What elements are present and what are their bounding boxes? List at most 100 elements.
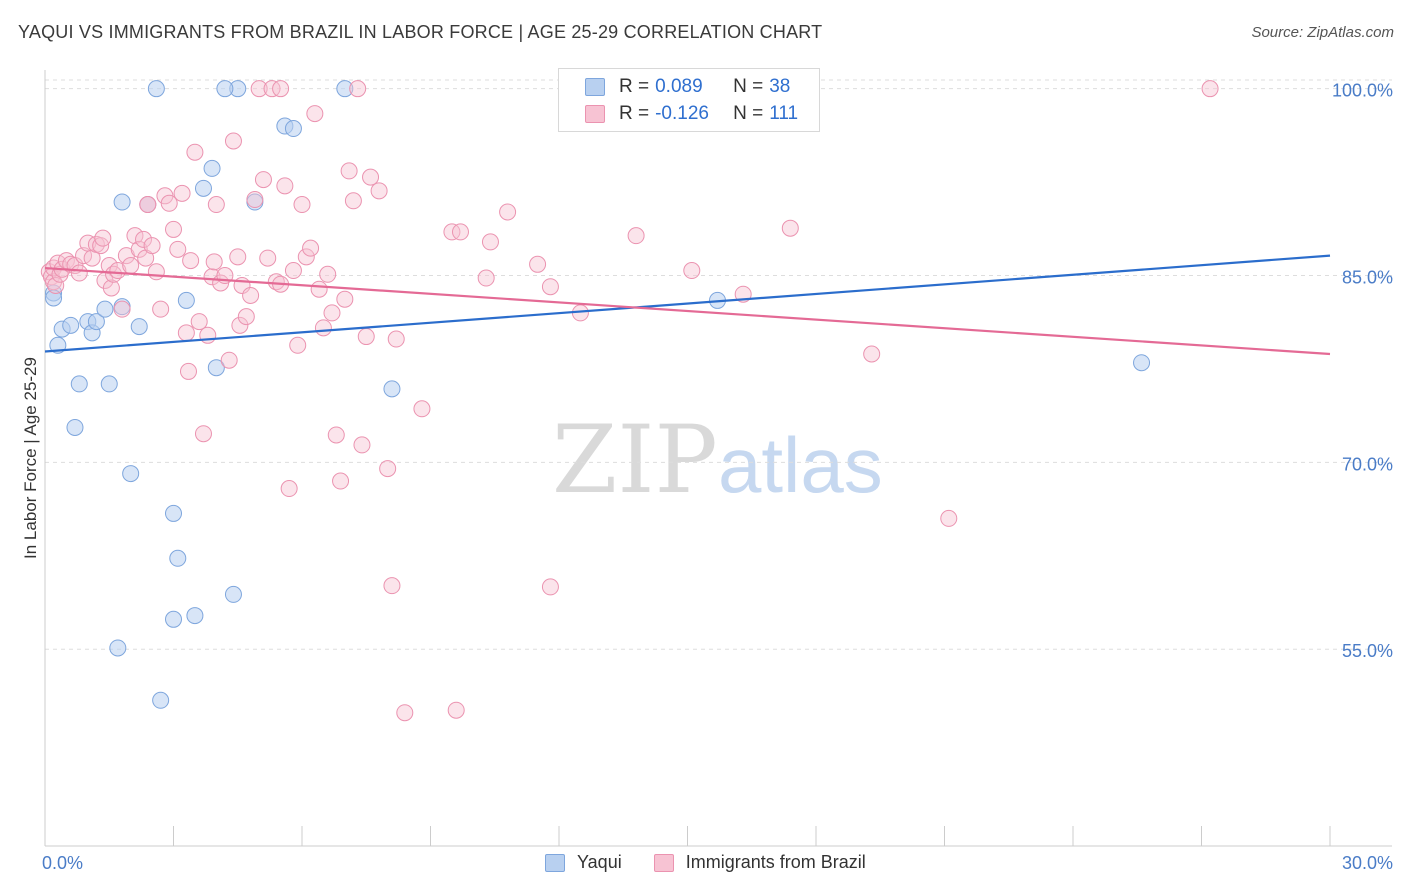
correlation-legend: R = 0.089 N = 38 R = -0.126 N = 111: [558, 68, 820, 132]
legend-item-brazil[interactable]: Immigrants from Brazil: [653, 852, 866, 873]
yaqui-point: [186, 607, 204, 625]
brazil-point: [297, 248, 315, 266]
trend-lines: [44, 254, 1331, 356]
brazil-point: [179, 362, 197, 380]
brazil-point: [541, 278, 559, 296]
chart-title: YAQUI VS IMMIGRANTS FROM BRAZIL IN LABOR…: [18, 22, 823, 42]
yaqui-point: [383, 380, 401, 398]
brazil-point: [541, 578, 559, 596]
brazil-point: [383, 577, 401, 595]
brazil-point: [207, 196, 225, 214]
brazil-point: [94, 229, 112, 247]
y-tick-label: 100.0%: [1332, 81, 1393, 101]
brazil-point: [310, 280, 328, 298]
yaqui-point: [87, 313, 105, 331]
yaqui-point: [70, 375, 88, 393]
brazil-point: [250, 80, 268, 98]
brazil-point: [280, 480, 298, 498]
source-label: Source: ZipAtlas.com: [1251, 24, 1394, 41]
brazil-point: [327, 426, 345, 444]
brazil-point: [147, 263, 165, 281]
legend-r-value: 0.089: [655, 76, 703, 97]
brazil-point: [47, 276, 65, 294]
x-tick-label: 0.0%: [42, 853, 83, 873]
yaqui-point: [203, 159, 221, 177]
brazil-point: [529, 255, 547, 273]
brazil-point: [353, 436, 371, 454]
legend-n-label: N =: [733, 103, 764, 124]
brazil-point: [443, 223, 461, 241]
grid: [45, 79, 1392, 650]
legend-n-value: 111: [769, 103, 799, 124]
yaqui-point: [216, 80, 234, 98]
legend-swatch-pink: [653, 853, 674, 872]
brazil-point: [302, 239, 320, 257]
y-axis-label: In Labor Force | Age 25-29: [21, 357, 40, 559]
y-tick-label: 85.0%: [1342, 268, 1393, 288]
brazil-point: [165, 220, 182, 238]
brazil-point: [109, 262, 127, 280]
brazil-point: [336, 290, 354, 308]
yaqui-point: [336, 80, 354, 98]
legend-row-brazil: R = -0.126 N = 111: [585, 102, 798, 126]
brazil-point: [173, 184, 191, 202]
yaqui-point: [152, 691, 170, 709]
brazil-point: [387, 330, 405, 348]
legend-label-brazil: Immigrants from Brazil: [685, 852, 866, 872]
yaqui-point: [62, 316, 80, 334]
yaqui-point: [96, 300, 114, 318]
brazil-point: [83, 249, 101, 267]
yaqui-point: [177, 291, 195, 309]
watermark: ZIP atlas: [552, 406, 883, 515]
x-tick-label: 30.0%: [1342, 853, 1393, 873]
brazil-point: [177, 324, 195, 342]
yaqui-point: [165, 504, 182, 522]
yaqui-point: [100, 375, 118, 393]
yaqui-point: [130, 318, 148, 336]
brazil-point: [135, 230, 153, 248]
brazil-point: [190, 313, 208, 331]
y-tick-label: 70.0%: [1342, 454, 1393, 474]
brazil-point: [357, 328, 375, 346]
legend-item-yaqui[interactable]: Yaqui: [545, 852, 622, 873]
brazil-point: [276, 177, 294, 195]
brazil-point: [344, 192, 362, 210]
brazil-point: [349, 80, 367, 98]
yaqui-point: [109, 639, 127, 657]
y-tick-label: 55.0%: [1342, 641, 1393, 661]
legend-n-label: N =: [733, 76, 764, 97]
brazil-point: [122, 257, 140, 275]
brazil-point: [340, 162, 358, 180]
brazil-point: [169, 240, 187, 258]
brazil-point: [205, 253, 223, 271]
yaqui-point: [194, 179, 212, 197]
brazil-point: [203, 268, 221, 286]
brazil-point: [396, 704, 414, 722]
yaqui-trend-line: [44, 254, 1331, 353]
yaqui-point: [284, 120, 302, 138]
brazil-point: [102, 279, 120, 297]
yaqui-point: [165, 610, 182, 628]
brazil-point: [130, 240, 148, 258]
watermark-zip: ZIP: [552, 406, 718, 515]
brazil-point: [182, 252, 200, 270]
brazil-point: [139, 196, 157, 214]
brazil-point: [499, 203, 517, 221]
brazil-point: [284, 262, 302, 280]
brazil-point: [113, 300, 131, 318]
brazil-point: [413, 400, 431, 418]
yaqui-point: [1133, 354, 1151, 372]
brazil-point: [332, 472, 350, 490]
brazil-point: [293, 196, 311, 214]
brazil-point: [231, 316, 249, 334]
yaqui-point: [113, 193, 131, 211]
brazil-point: [194, 425, 212, 443]
brazil-point: [1201, 80, 1219, 98]
axes: [44, 70, 1392, 847]
yaqui-point: [207, 359, 225, 377]
brazil-point: [143, 237, 161, 255]
yaqui-point: [224, 585, 242, 603]
brazil-point: [70, 264, 88, 282]
brazil-point: [451, 223, 469, 241]
